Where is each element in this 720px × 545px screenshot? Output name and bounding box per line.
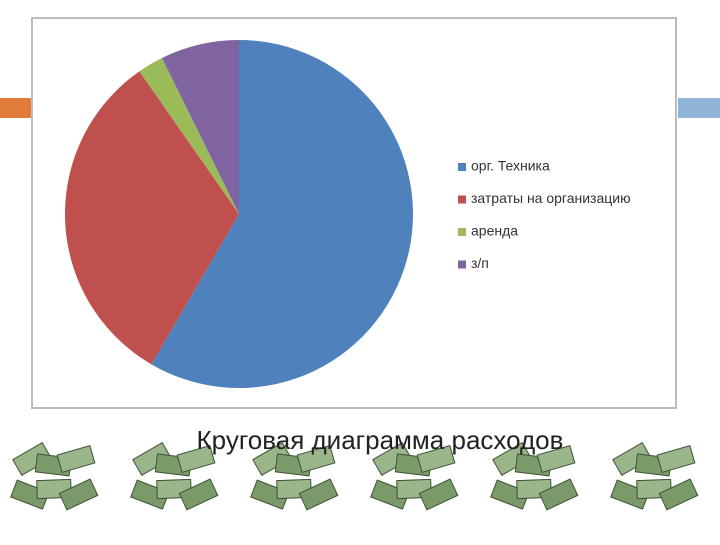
legend-label: аренда	[471, 223, 518, 239]
accent-bar	[0, 98, 32, 118]
bill	[610, 479, 650, 510]
bill	[656, 445, 696, 473]
bill	[538, 478, 579, 511]
money-decorations	[10, 442, 699, 511]
bill	[418, 478, 459, 511]
bill	[536, 445, 576, 473]
bill	[250, 479, 290, 510]
accent-bar	[678, 98, 720, 118]
chart: орг. Техника затраты на организацию аренда…	[65, 40, 631, 389]
bill	[130, 479, 170, 510]
legend-swatch	[458, 163, 466, 171]
bill	[178, 478, 219, 511]
bill	[176, 445, 216, 473]
bill	[490, 479, 530, 510]
bill	[56, 445, 96, 473]
bill	[416, 445, 456, 473]
pie-slice	[65, 71, 239, 365]
legend-label: затраты на организацию	[471, 190, 631, 206]
bill	[296, 445, 336, 473]
pie-slice	[151, 40, 414, 389]
bill	[658, 478, 699, 511]
pie-slice	[139, 57, 239, 214]
bill	[298, 478, 339, 511]
bill	[370, 479, 410, 510]
legend-label: з/п	[471, 255, 489, 271]
legend-swatch	[458, 228, 466, 236]
legend-swatch	[458, 260, 466, 269]
chart-title: Круговая диаграмма расходов	[197, 425, 564, 455]
pie-slice	[161, 40, 239, 214]
bill	[10, 479, 50, 510]
legend-label: орг. Техника	[471, 158, 550, 174]
bill	[58, 478, 99, 511]
legend-swatch	[458, 195, 466, 204]
